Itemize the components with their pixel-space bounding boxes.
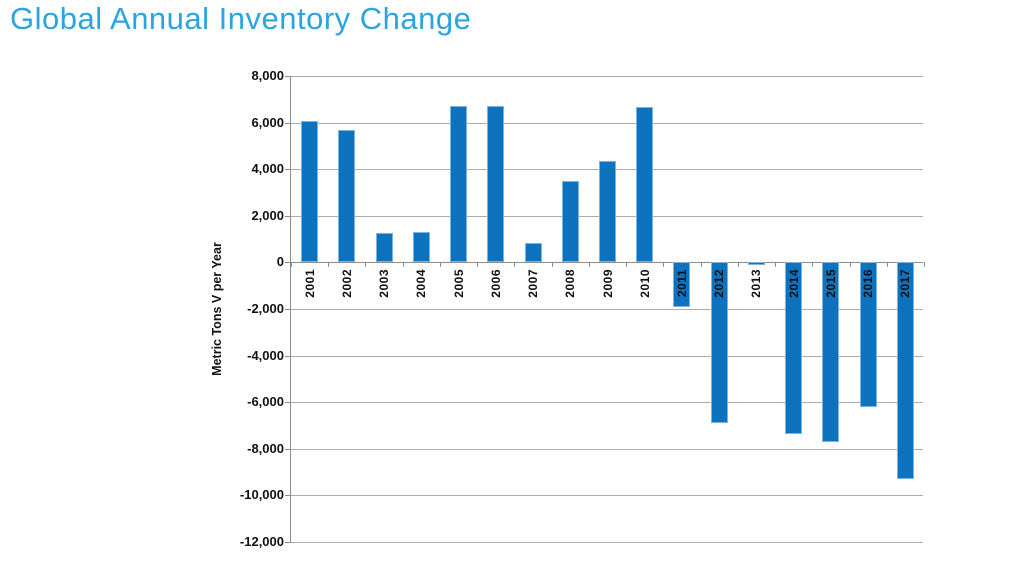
x-axis-tick bbox=[551, 262, 553, 268]
bar-2004 bbox=[412, 232, 430, 263]
x-tick-label-2015: 2015 bbox=[823, 269, 838, 299]
x-tick-label-2002: 2002 bbox=[339, 269, 354, 299]
bar-2006 bbox=[487, 106, 505, 263]
y-tick-label: 4,000 bbox=[251, 161, 284, 177]
bar-2001 bbox=[301, 121, 319, 263]
x-axis-tick bbox=[775, 262, 777, 268]
gridline bbox=[291, 542, 923, 543]
gridline bbox=[291, 309, 923, 310]
y-axis-tick bbox=[285, 355, 291, 357]
bar-2005 bbox=[450, 106, 468, 263]
y-axis-tick bbox=[285, 542, 291, 543]
x-tick-label-2004: 2004 bbox=[414, 269, 429, 299]
bar-2002 bbox=[338, 129, 356, 263]
x-axis-tick bbox=[700, 262, 702, 268]
y-axis-tick bbox=[285, 76, 291, 77]
x-tick-label-2012: 2012 bbox=[712, 269, 727, 299]
bar-2007 bbox=[524, 242, 542, 263]
y-tick-label: -4,000 bbox=[247, 347, 284, 363]
x-tick-label-2001: 2001 bbox=[302, 269, 317, 299]
x-tick-label-2011: 2011 bbox=[674, 269, 689, 298]
y-tick-label: 0 bbox=[276, 254, 284, 270]
bar-2016 bbox=[859, 262, 877, 407]
y-tick-label: -12,000 bbox=[239, 534, 284, 549]
gridline bbox=[291, 448, 923, 450]
x-axis-tick bbox=[477, 262, 479, 268]
x-tick-label-2005: 2005 bbox=[451, 269, 466, 299]
gridline bbox=[291, 76, 923, 77]
bar-2012 bbox=[710, 262, 728, 424]
x-tick-label-2016: 2016 bbox=[861, 269, 876, 299]
y-tick-label: -2,000 bbox=[247, 301, 284, 316]
bar-2010 bbox=[636, 107, 654, 263]
x-axis-tick bbox=[626, 262, 628, 268]
plot-area: 8,000 6,000 4,000 2,000 0 -2,000 -4,000 -6,000 -… bbox=[240, 68, 925, 549]
gridline bbox=[291, 495, 923, 497]
y-axis-tick bbox=[285, 169, 291, 171]
x-tick-label-2017: 2017 bbox=[898, 269, 913, 299]
x-tick-label-2014: 2014 bbox=[786, 269, 801, 299]
x-axis-tick bbox=[588, 262, 590, 268]
gridline bbox=[291, 122, 923, 124]
bar-2017 bbox=[896, 262, 914, 480]
x-axis-tick bbox=[812, 262, 814, 268]
bar-2003 bbox=[375, 233, 393, 263]
x-axis-tick bbox=[402, 262, 404, 268]
y-tick-label: -8,000 bbox=[247, 440, 284, 456]
y-axis-tick bbox=[285, 215, 291, 217]
x-axis-tick bbox=[439, 262, 441, 268]
bar-2015 bbox=[822, 262, 840, 442]
y-tick-label: 6,000 bbox=[251, 114, 284, 130]
bar-2008 bbox=[561, 180, 579, 263]
x-tick-label-2013: 2013 bbox=[749, 269, 764, 299]
y-axis-tick bbox=[285, 402, 291, 404]
y-axis-tick bbox=[285, 122, 291, 124]
x-tick-label-2007: 2007 bbox=[526, 269, 541, 299]
page-title: Global Annual Inventory Change bbox=[10, 1, 472, 36]
x-tick-label-2008: 2008 bbox=[563, 269, 578, 299]
y-axis-tick bbox=[285, 448, 291, 450]
y-tick-label: 2,000 bbox=[251, 207, 284, 223]
x-tick-label-2003: 2003 bbox=[377, 269, 392, 299]
x-axis-tick bbox=[514, 262, 516, 268]
gridline bbox=[291, 355, 923, 357]
y-tick-label: -6,000 bbox=[247, 394, 284, 410]
y-tick-label: 8,000 bbox=[251, 68, 284, 83]
bar-2013 bbox=[747, 262, 765, 265]
x-tick-label-2009: 2009 bbox=[600, 269, 615, 299]
x-axis-tick bbox=[291, 262, 292, 268]
bar-2009 bbox=[599, 161, 616, 263]
x-axis-tick bbox=[924, 262, 925, 268]
y-tick-label: -10,000 bbox=[239, 487, 284, 503]
bar-2011 bbox=[673, 262, 691, 307]
gridline bbox=[291, 402, 923, 404]
x-axis-tick bbox=[737, 262, 739, 268]
x-axis-tick bbox=[365, 262, 367, 268]
x-axis-tick bbox=[328, 262, 330, 268]
x-tick-label-2006: 2006 bbox=[488, 269, 503, 299]
bar-chart: Metric Tons V per Year 8,000 6,000 4,000 2,… bbox=[0, 60, 1010, 568]
x-axis-line bbox=[291, 262, 923, 264]
y-axis-tick bbox=[285, 495, 291, 497]
x-axis-tick bbox=[849, 262, 851, 268]
x-axis-tick bbox=[663, 262, 665, 268]
bar-2014 bbox=[785, 262, 803, 434]
x-tick-label-2010: 2010 bbox=[637, 269, 652, 299]
y-axis-tick bbox=[285, 262, 291, 264]
x-axis-tick bbox=[886, 262, 888, 268]
y-axis-tick bbox=[285, 309, 291, 310]
